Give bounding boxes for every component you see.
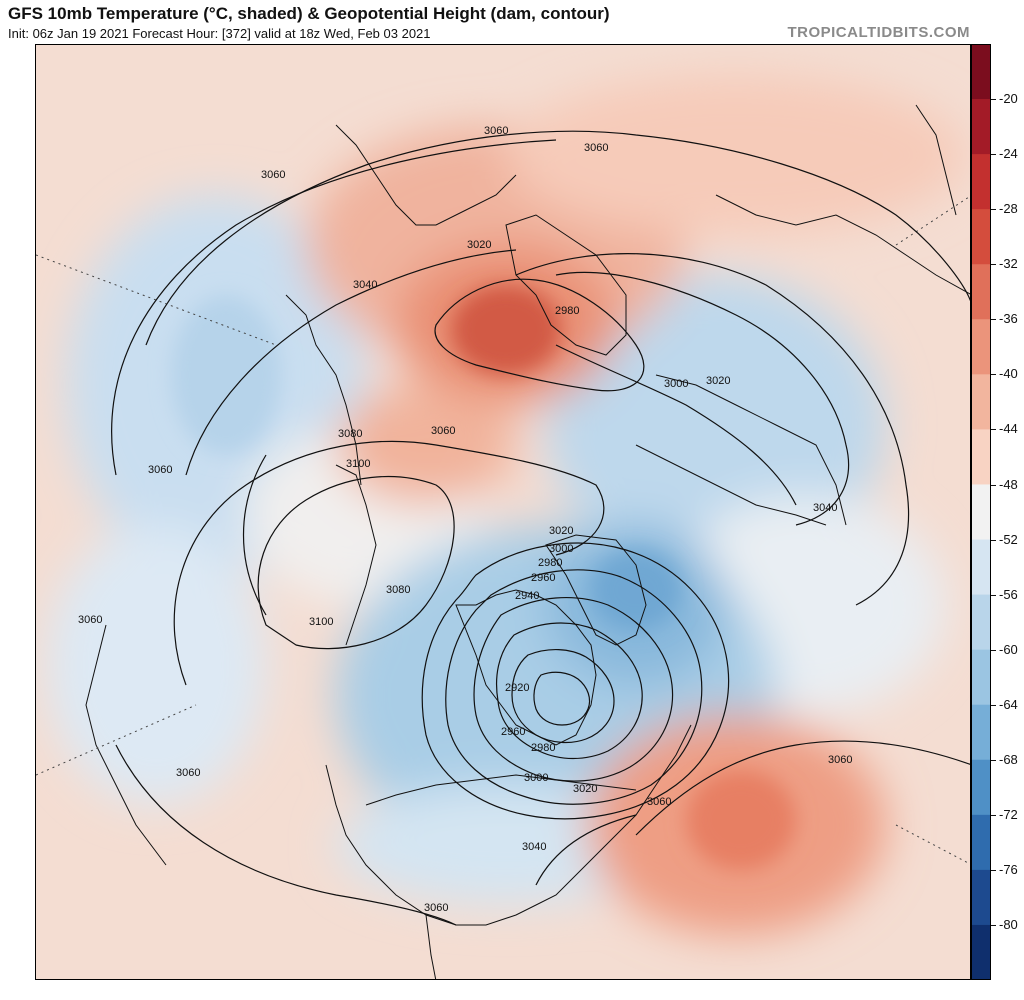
colorbar-tick-label: -28 [999,201,1018,217]
colorbar [971,44,991,980]
contour-label-3020-a: 3020 [467,239,491,251]
colorbar-tick-label: -72 [999,806,1018,822]
coastlines [85,104,970,979]
colorbar-tick-label: -20 [999,91,1018,107]
colorbar-segment [971,319,991,375]
colorbar-segment [971,704,991,761]
contour-label-3060-c: 3060 [584,142,608,154]
contour-label-3060-d: 3060 [431,425,455,437]
contour-label-2940-a: 2940 [515,590,539,602]
colorbar-tick-label: -60 [999,641,1018,657]
colorbar-segment [971,99,991,155]
contour-label-3000-c: 3000 [524,772,548,784]
colorbar-segment [971,924,991,980]
colorbar-segment [971,374,991,430]
contour-label-3060-g: 3060 [176,767,200,779]
colorbar-segment [971,429,991,485]
colorbar-tick-label: -32 [999,256,1018,272]
colorbar-tick-label: -24 [999,146,1018,162]
contour-label-3060-f: 3060 [78,614,102,626]
colorbar-segment [971,154,991,210]
colorbar-tick-label: -80 [999,916,1018,932]
contour-label-3080-b: 3080 [386,584,410,596]
colorbar-tick-label: -44 [999,421,1018,437]
contour-label-3060-h: 3060 [647,796,671,808]
colorbar-segment [971,484,991,541]
colorbar-tick-label: -40 [999,366,1018,382]
contour-label-3060-i: 3060 [828,754,852,766]
graticule [36,195,970,865]
contour-label-3040-a: 3040 [353,279,377,291]
contour-label-3020-b: 3020 [706,375,730,387]
brand-label[interactable]: TROPICALTIDBITS.COM [787,24,970,41]
contour-label-3040-b: 3040 [813,502,837,514]
contour-label-3100-b: 3100 [309,616,333,628]
temperature-shading [36,45,970,979]
colorbar-ticks: -20 -24 -28 -32 -36 -40 -44 -48 -52 -56 -60 -64 -68 -… [991,44,1024,980]
colorbar-segment [971,594,991,651]
contour-label-2920-a: 2920 [505,682,529,694]
contour-label-2980-a: 2980 [555,305,579,317]
contour-label-3060-a: 3060 [261,169,285,181]
colorbar-tick-label: -76 [999,861,1018,877]
contour-label-3000-a: 3000 [664,378,688,390]
map-subtitle: Init: 06z Jan 19 2021 Forecast Hour: [37… [8,26,431,41]
contour-labels: 3060 3060 3060 3040 3020 2980 3000 3020 … [78,125,852,914]
colorbar-segment [971,814,991,871]
contour-label-3000-b: 3000 [549,543,573,555]
contour-label-3040-c: 3040 [522,841,546,853]
colorbar-tick-label: -48 [999,476,1018,492]
colorbar-tick-label: -68 [999,751,1018,767]
map-title: GFS 10mb Temperature (°C, shaded) & Geop… [8,4,610,23]
colorbar-segment [971,759,991,816]
contour-label-3080-a: 3080 [338,428,362,440]
contour-label-2960-b: 2960 [501,726,525,738]
colorbar-segment [971,649,991,706]
colorbar-segment [971,44,991,100]
colorbar-tick-label: -52 [999,531,1018,547]
colorbar-tick-label: -64 [999,696,1018,712]
colorbar-segment [971,869,991,926]
colorbar-frame [971,44,991,980]
contour-label-3060-e: 3060 [148,464,172,476]
map-panel[interactable]: 3060 3060 3060 3040 3020 2980 3000 3020 … [35,44,971,980]
contour-label-2980-b: 2980 [538,557,562,569]
contour-label-3100-a: 3100 [346,458,370,470]
height-contours [111,130,970,926]
polar-map: 3060 3060 3060 3040 3020 2980 3000 3020 … [36,45,970,979]
contour-label-2980-c: 2980 [531,742,555,754]
contour-label-3020-c: 3020 [549,525,573,537]
colorbar-segment [971,264,991,320]
contour-label-3060-b: 3060 [484,125,508,137]
contour-label-2960-a: 2960 [531,572,555,584]
contour-label-3020-d: 3020 [573,783,597,795]
contour-label-3060-j: 3060 [424,902,448,914]
colorbar-tick-label: -56 [999,586,1018,602]
colorbar-segment [971,539,991,596]
colorbar-segment [971,209,991,265]
colorbar-tick-label: -36 [999,311,1018,327]
